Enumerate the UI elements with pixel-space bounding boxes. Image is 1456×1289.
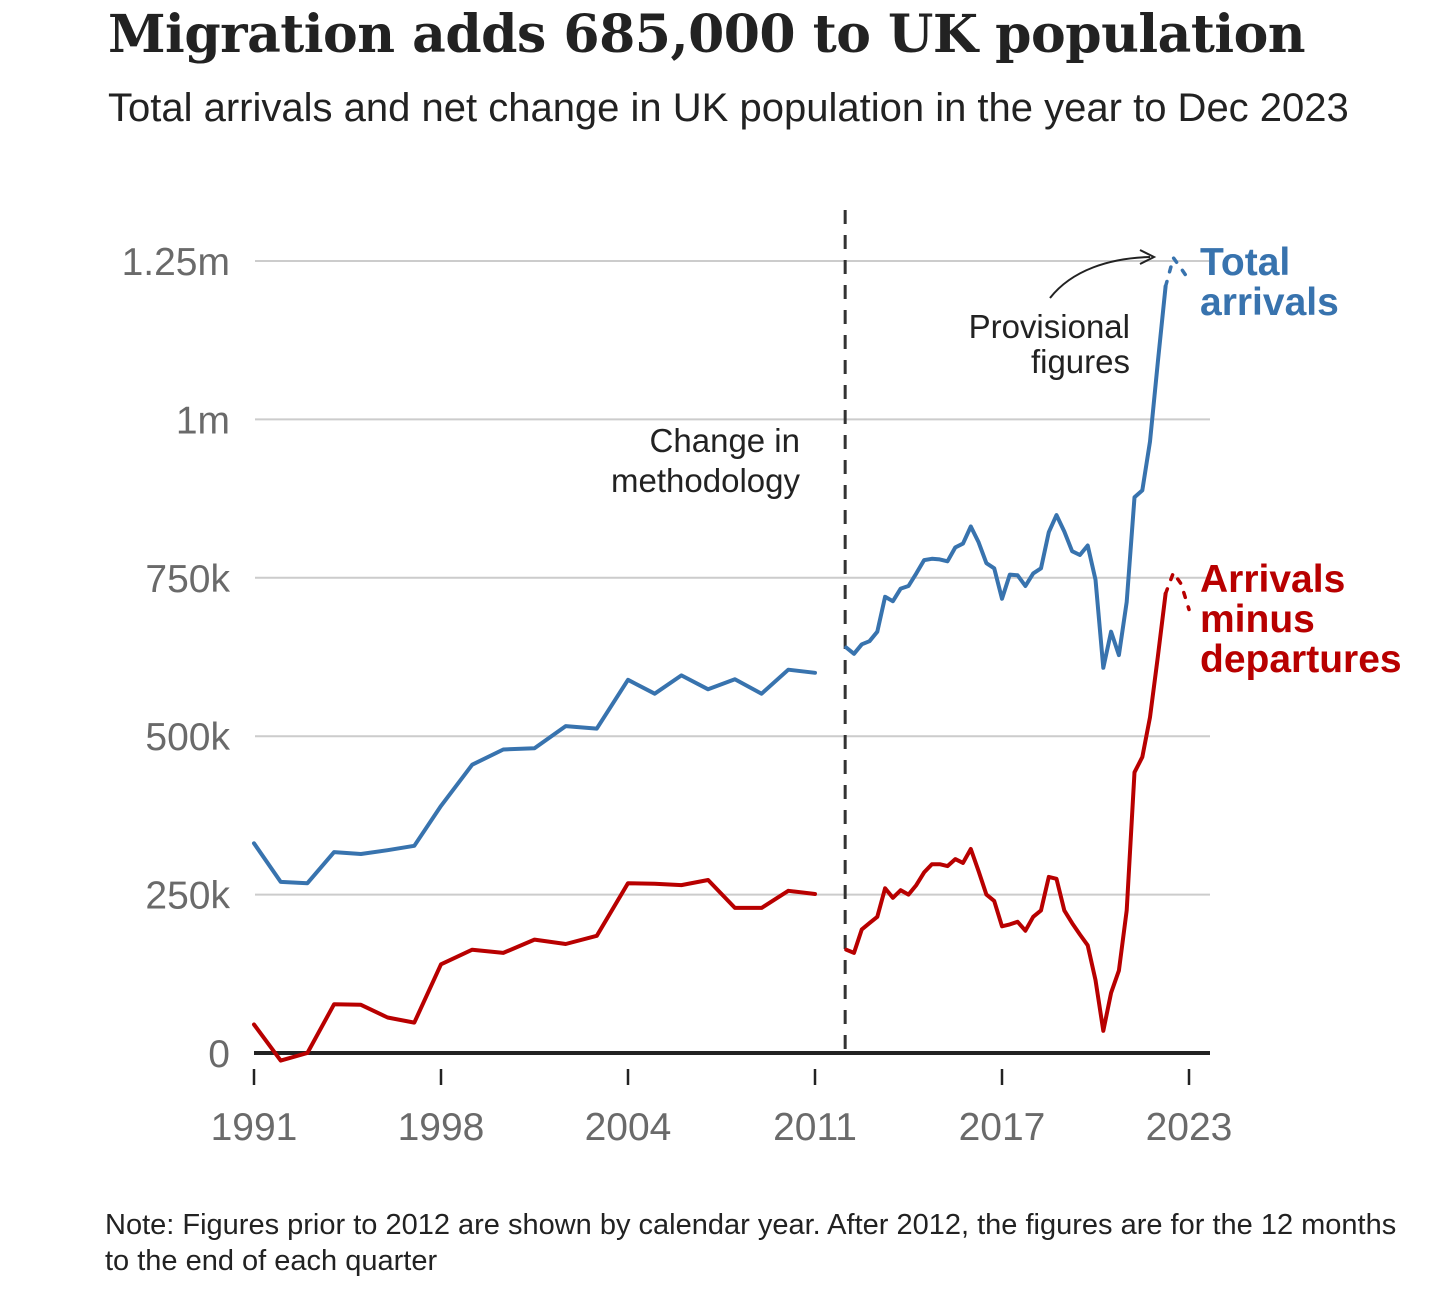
y-axis-labels: 0 250k 500k 750k 1m 1.25m <box>122 241 231 1076</box>
methodology-label: Change in methodology <box>611 422 800 499</box>
methodology-label-line: Change in <box>650 422 800 459</box>
x-tick-label: 2017 <box>959 1106 1046 1149</box>
y-tick-label: 250k <box>145 875 230 918</box>
x-axis: 1991 1998 2004 2011 2017 2023 <box>211 1051 1233 1149</box>
provisional-label-line: Provisional <box>969 308 1130 345</box>
total-series-line <box>252 667 817 886</box>
gridlines <box>255 260 1210 896</box>
series-lines <box>252 253 1191 1063</box>
y-tick-label: 1m <box>176 399 230 442</box>
y-tick-label: 1.25m <box>122 241 230 284</box>
provisional-annotation: Provisional figures <box>969 249 1157 380</box>
x-tick-label: 2011 <box>773 1106 857 1149</box>
y-tick-label: 500k <box>145 716 230 759</box>
net-series-label-line: Arrivals <box>1200 558 1345 601</box>
total-series-label: Total arrivals <box>1200 241 1339 324</box>
net-series-line <box>252 878 817 1063</box>
total-provisional-line <box>1163 253 1191 289</box>
methodology-annotation: Change in methodology <box>611 210 847 1053</box>
x-tick-label: 1998 <box>398 1106 485 1149</box>
arrow-head-icon <box>1139 249 1157 265</box>
provisional-label-line: figures <box>1031 343 1130 380</box>
provisional-label: Provisional figures <box>969 308 1130 380</box>
x-tick-label: 2023 <box>1146 1106 1233 1149</box>
total-series-label-line: Total <box>1200 241 1290 284</box>
chart-title: Migration adds 685,000 to UK population <box>108 4 1306 65</box>
x-tick-label: 2004 <box>585 1106 672 1149</box>
net-series-label-line: minus <box>1200 598 1315 641</box>
total-series-line <box>844 284 1168 670</box>
net-series-label: Arrivals minus departures <box>1200 558 1402 681</box>
series-labels: Total arrivals Arrivals minus departures <box>1200 241 1402 681</box>
methodology-label-line: methodology <box>611 462 800 499</box>
y-tick-label: 750k <box>145 558 230 601</box>
net-provisional-line <box>1163 568 1191 612</box>
provisional-arrow <box>1049 256 1151 299</box>
net-series-line <box>844 591 1168 1033</box>
footnote: Note: Figures prior to 2012 are shown by… <box>105 1209 1397 1277</box>
net-series-label-line: departures <box>1200 638 1402 681</box>
x-tick-label: 1991 <box>211 1106 298 1149</box>
total-series-label-line: arrivals <box>1200 281 1339 324</box>
y-tick-label: 0 <box>208 1033 230 1076</box>
chart-subtitle: Total arrivals and net change in UK popu… <box>108 86 1349 130</box>
